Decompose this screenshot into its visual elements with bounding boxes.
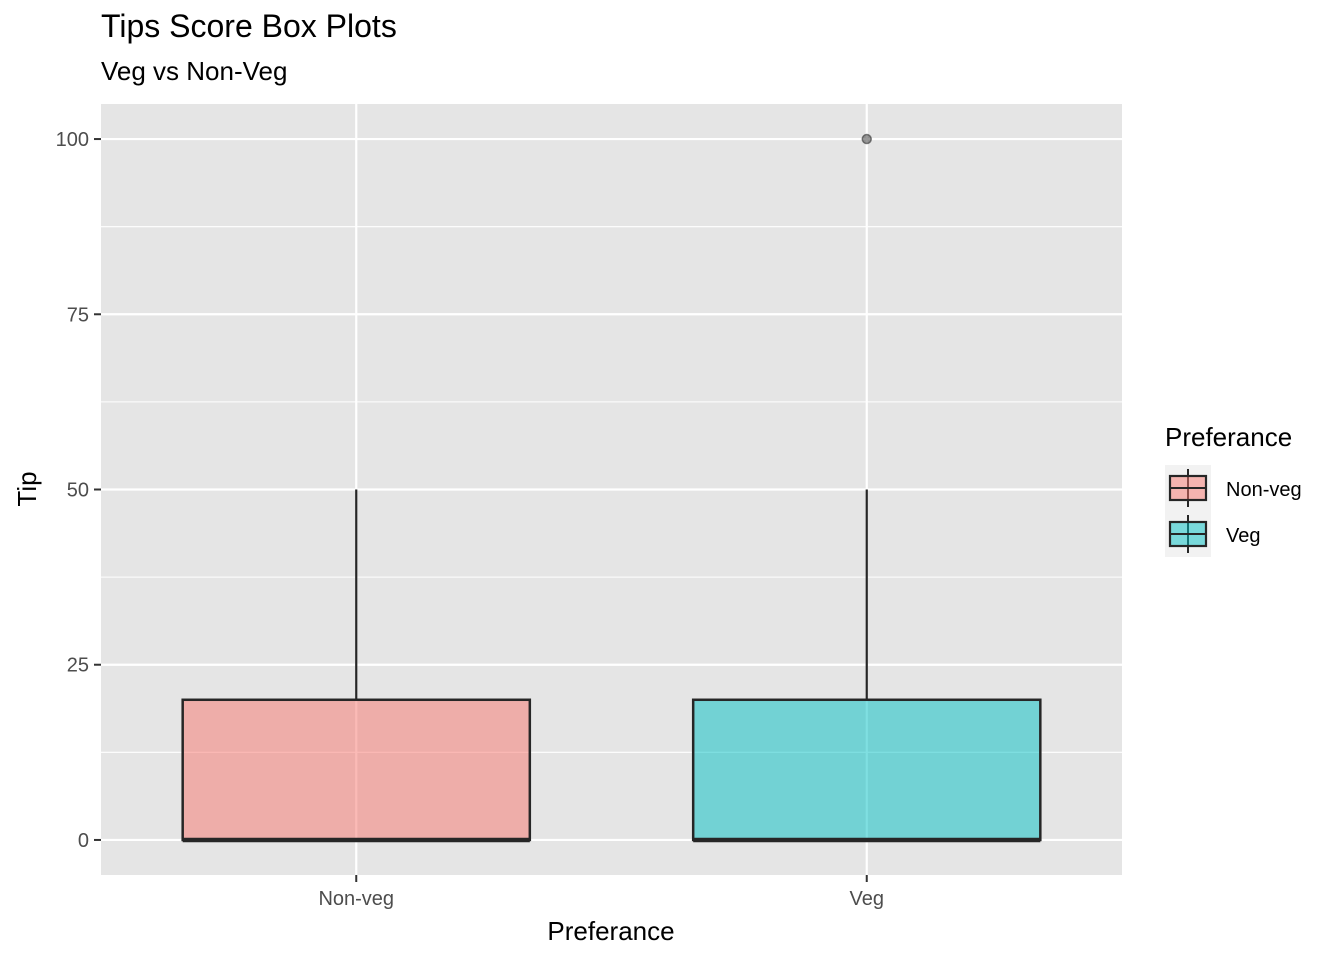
boxes-layer (181, 133, 1042, 843)
y-tick-label: 100 (56, 129, 89, 151)
x-axis: Non-veg Veg (318, 875, 884, 910)
chart-title: Tips Score Box Plots (101, 8, 397, 44)
y-axis-title: Tip (12, 471, 42, 506)
box-non-veg (181, 698, 532, 842)
x-tick-label: Veg (850, 888, 884, 910)
outlier-point (861, 133, 872, 145)
y-tick-label: 25 (67, 655, 89, 677)
box-veg (691, 698, 1042, 842)
y-tick-label: 75 (67, 304, 89, 326)
y-tick-label: 50 (67, 480, 89, 502)
y-axis: 0 25 50 75 100 (56, 129, 101, 852)
y-tick-label: 0 (78, 830, 89, 852)
legend-title: Preferance (1165, 422, 1292, 452)
legend: Preferance Non-veg Veg (1165, 422, 1302, 557)
chart-subtitle: Veg vs Non-Veg (101, 56, 288, 86)
x-axis-title: Preferance (547, 916, 674, 946)
x-tick-label: Non-veg (318, 888, 394, 910)
legend-items: Non-veg Veg (1168, 469, 1302, 553)
legend-label: Veg (1226, 525, 1260, 547)
legend-label: Non-veg (1226, 479, 1302, 501)
